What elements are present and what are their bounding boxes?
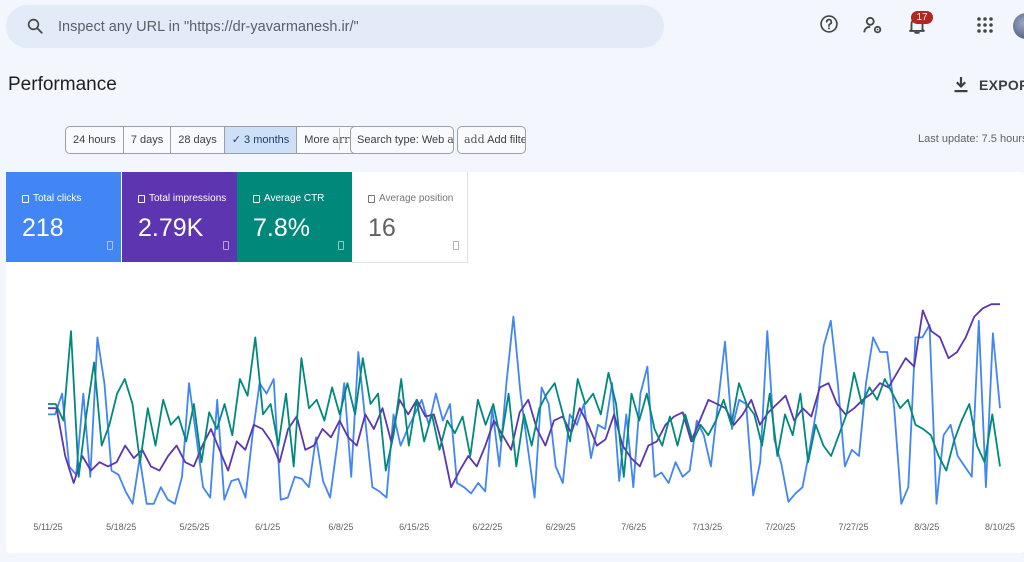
metric-value: 16 bbox=[368, 214, 396, 242]
url-inspection-input[interactable] bbox=[56, 13, 650, 41]
search-type-dropdown-icon: arrow bbox=[447, 133, 454, 146]
metric-value: 2.79K bbox=[138, 214, 204, 242]
download-icon bbox=[954, 77, 968, 93]
page-title: Performance bbox=[8, 74, 117, 95]
date-filter-24-hours[interactable]: 24 hours bbox=[66, 127, 124, 153]
checkbox-checked-icon bbox=[138, 194, 145, 203]
manage-users-icon[interactable] bbox=[862, 14, 884, 36]
metric-label: Total impressions bbox=[149, 193, 227, 204]
metric-value: 7.8% bbox=[253, 214, 310, 242]
toolbar-divider bbox=[339, 128, 340, 150]
x-axis-tick-label: 8/3/25 bbox=[914, 522, 939, 532]
metric-label: Total clicks bbox=[33, 193, 82, 204]
url-inspection-search-bar[interactable] bbox=[6, 5, 664, 48]
help-tooltip-icon[interactable] bbox=[223, 241, 229, 250]
add-filter-label: Add filter bbox=[487, 134, 525, 146]
check-icon: ✓ bbox=[231, 134, 245, 146]
metric-total-clicks[interactable]: Total clicks 218 bbox=[6, 172, 121, 262]
x-axis-tick-label: 5/11/25 bbox=[33, 522, 62, 532]
search-type-filter[interactable]: Search type: Web arrow bbox=[350, 126, 454, 154]
x-axis-tick-label: 6/8/25 bbox=[328, 522, 353, 532]
checkbox-checked-icon bbox=[22, 194, 29, 203]
date-filter-3-months[interactable]: ✓ 3 months bbox=[224, 127, 298, 153]
metric-value: 218 bbox=[22, 214, 64, 242]
series-line-average-ctr bbox=[48, 330, 1001, 478]
help-tooltip-icon[interactable] bbox=[107, 241, 113, 250]
series-line-total-impressions bbox=[48, 303, 1000, 489]
help-icon[interactable] bbox=[819, 14, 839, 34]
x-axis-tick-label: 7/20/25 bbox=[765, 522, 795, 532]
add-filter-button[interactable]: add Add filter bbox=[457, 126, 526, 154]
x-axis-tick-label: 5/18/25 bbox=[106, 522, 136, 532]
x-axis-tick-label: 6/22/25 bbox=[472, 522, 502, 532]
date-filter-3-months-label: 3 months bbox=[244, 134, 290, 146]
x-axis-tick-label: 7/13/25 bbox=[692, 522, 722, 532]
metric-label: Average CTR bbox=[264, 193, 325, 204]
search-icon bbox=[27, 18, 43, 34]
apps-grid-icon[interactable] bbox=[976, 16, 994, 34]
help-tooltip-icon[interactable] bbox=[338, 241, 344, 250]
series-line-total-clicks bbox=[48, 315, 1001, 505]
checkbox-unchecked-icon bbox=[368, 194, 375, 203]
metric-average-position[interactable]: Average position 16 bbox=[352, 172, 468, 263]
date-filter-7-days[interactable]: 7 days bbox=[124, 127, 172, 153]
account-avatar[interactable] bbox=[1013, 13, 1024, 39]
date-range-filter: 24 hours 7 days 28 days ✓ 3 months More … bbox=[65, 126, 365, 154]
x-axis-tick-label: 7/6/25 bbox=[621, 522, 646, 532]
x-axis-tick-label: 5/25/25 bbox=[179, 522, 209, 532]
metric-average-ctr[interactable]: Average CTR 7.8% bbox=[237, 172, 352, 262]
add-icon: add bbox=[464, 133, 485, 146]
help-tooltip-icon[interactable] bbox=[453, 241, 459, 250]
checkbox-checked-icon bbox=[253, 194, 260, 203]
date-filter-more-label: More bbox=[304, 134, 330, 146]
metric-total-impressions[interactable]: Total impressions 2.79K bbox=[122, 172, 237, 262]
date-filter-28-days[interactable]: 28 days bbox=[171, 127, 225, 153]
last-update-text: Last update: 7.5 hours a bbox=[918, 133, 1024, 145]
export-label: EXPORT bbox=[979, 76, 1024, 93]
x-axis-tick-label: 6/1/25 bbox=[255, 522, 280, 532]
notification-count-badge: 17 bbox=[911, 11, 933, 24]
metric-label: Average position bbox=[379, 193, 454, 204]
x-axis-tick-label: 8/10/25 bbox=[985, 522, 1015, 532]
x-axis-tick-label: 6/15/25 bbox=[399, 522, 429, 532]
x-axis-tick-label: 6/29/25 bbox=[546, 522, 576, 532]
search-type-label: Search type: Web bbox=[357, 134, 445, 146]
x-axis-tick-label: 7/27/25 bbox=[838, 522, 868, 532]
export-button[interactable]: EXPORT bbox=[953, 76, 1024, 93]
